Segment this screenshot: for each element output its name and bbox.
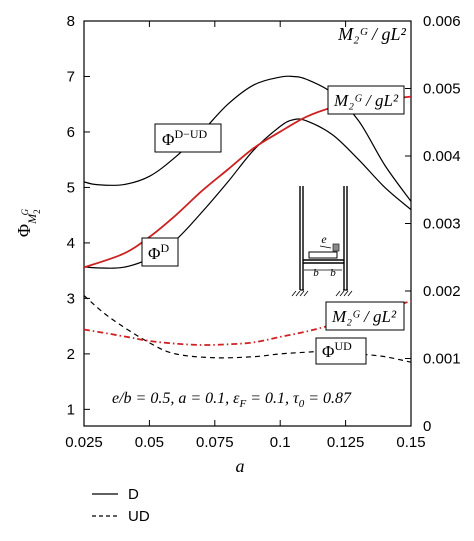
y-tick-label: 4	[67, 235, 75, 252]
inset-label-e: e	[321, 232, 327, 246]
x-tick-label: 0.05	[135, 434, 164, 451]
y2-tick-label: 0	[423, 418, 431, 435]
label-phi-d-ud: ΦD−UD	[154, 123, 222, 153]
x-tick-label: 0.075	[196, 434, 234, 451]
y-axis-title-sub: M	[25, 213, 39, 225]
x-tick-label: 0.15	[396, 434, 425, 451]
series-line-1	[83, 295, 412, 363]
series-line-4	[83, 300, 412, 346]
x-tick-label: 0.025	[65, 434, 103, 451]
x-axis-title: a	[236, 456, 245, 476]
y-tick-label: 3	[67, 290, 75, 307]
y-axis-title-sub-sup: G	[20, 208, 30, 215]
legend-item-ud: UD	[92, 508, 150, 525]
y-axis-title-sub-sub: 2	[32, 209, 42, 214]
x-tick-label: 0.1	[270, 434, 291, 451]
svg-text:UD: UD	[128, 508, 150, 525]
y-axis-title: ΦM2G	[14, 208, 42, 237]
svg-text:ΦD−UD: ΦD−UD	[162, 127, 208, 149]
svg-text:ΦUD: ΦUD	[322, 339, 352, 361]
plot-frame	[83, 20, 412, 427]
svg-text:M₂ᴳ / gL²: M₂ᴳ / gL²	[333, 91, 399, 110]
legend-item-d: D	[92, 486, 139, 503]
label-phi-d: ΦD	[141, 237, 179, 267]
y2-tick-label: 0.002	[423, 283, 461, 300]
parameters-text: e/b = 0.5, a = 0.1, εF = 0.1, τ0 = 0.87	[112, 390, 352, 410]
label-m-lower: M₂ᴳ / gL²	[325, 301, 405, 331]
x-tick-label: 0.125	[327, 434, 365, 451]
label-phi-ud: ΦUD	[315, 337, 367, 365]
inset-diagram	[291, 186, 353, 297]
legend: D UD	[92, 486, 150, 525]
inset-label-b1: b	[313, 267, 319, 279]
y-tick-label: 8	[67, 13, 75, 30]
y2-tick-label: 0.006	[423, 13, 461, 30]
svg-text:ΦD: ΦD	[148, 241, 169, 263]
y-tick-label: 6	[67, 124, 75, 141]
y-tick-label: 5	[67, 179, 75, 196]
plot-area	[83, 20, 412, 427]
y-tick-label: 1	[67, 401, 75, 418]
svg-text:ΦM2G: ΦM2G	[14, 208, 42, 237]
y2-axis-title: M₂ᴳ / gL²	[337, 24, 406, 44]
inset-label-b2: b	[330, 267, 336, 279]
svg-text:M₂ᴳ / gL²: M₂ᴳ / gL²	[331, 307, 397, 326]
ticks-layer: 0.025 0.05 0.075 0.1 0.125 0.15 1 2 3 4 5 6 7 8 0 0.001…	[65, 13, 460, 451]
svg-text:D: D	[128, 486, 139, 503]
label-m-upper: M₂ᴳ / gL²	[327, 85, 405, 115]
y-tick-label: 2	[67, 346, 75, 363]
y2-tick-label: 0.003	[423, 216, 461, 233]
y-axis-title-main: Φ	[14, 224, 34, 237]
y-tick-label: 7	[67, 68, 75, 85]
series-line-0	[83, 118, 412, 269]
series-line-3	[83, 95, 412, 269]
y2-tick-label: 0.005	[423, 81, 461, 98]
y2-tick-label: 0.001	[423, 351, 461, 368]
y2-tick-label: 0.004	[423, 148, 461, 165]
